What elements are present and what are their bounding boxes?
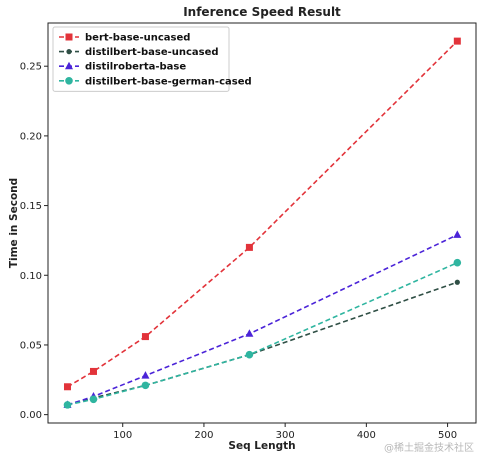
- watermark-text: @稀土掘金技术社区: [384, 441, 474, 454]
- legend-marker: [65, 61, 73, 70]
- y-axis-title: Time in Second: [8, 178, 20, 268]
- x-tick-label: 200: [194, 430, 213, 441]
- data-point: [89, 367, 97, 375]
- axis-ticks: 100 200 300 400 500 0.00 0.05 0.10 0.15 0.20 0.25: [20, 62, 457, 441]
- data-point: [63, 383, 71, 391]
- series-1: [64, 279, 460, 408]
- legend-box: [52, 26, 230, 92]
- data-point: [245, 350, 254, 359]
- x-tick-label: 400: [357, 430, 376, 441]
- legend-label: distilroberta-base: [85, 62, 186, 73]
- data-point: [141, 371, 150, 379]
- x-tick-label: 100: [113, 430, 132, 441]
- legend: bert-base-uncased distilbert-base-uncased…: [52, 26, 252, 92]
- legend-label: distilbert-base-uncased: [85, 47, 219, 58]
- series-line: [67, 281, 458, 406]
- y-tick-label: 0.15: [20, 201, 42, 212]
- legend-label: distilbert-base-german-cased: [85, 76, 252, 87]
- legend-item: distilbert-base-german-cased: [59, 76, 252, 87]
- legend-item: bert-base-uncased: [59, 33, 190, 44]
- legend-marker: [65, 33, 73, 41]
- plot-area-frame: [47, 22, 477, 424]
- legend-item: distilbert-base-uncased: [59, 47, 219, 58]
- data-point: [141, 381, 150, 390]
- data-point: [453, 230, 462, 238]
- data-point: [245, 243, 253, 251]
- data-point: [454, 279, 460, 285]
- series-line: [67, 261, 458, 406]
- data-point: [453, 258, 462, 267]
- x-tick-label: 300: [276, 430, 295, 441]
- series-layer: [63, 37, 462, 409]
- data-point: [89, 395, 98, 404]
- y-tick-label: 0.00: [20, 410, 42, 421]
- y-tick-label: 0.10: [20, 271, 42, 282]
- data-point: [453, 37, 461, 45]
- x-tick-label: 500: [438, 430, 457, 441]
- legend-label: bert-base-uncased: [85, 33, 190, 44]
- legend-item: distilroberta-base: [59, 62, 186, 73]
- series-line: [67, 40, 458, 388]
- y-tick-label: 0.20: [20, 131, 42, 142]
- series-line: [67, 234, 458, 406]
- legend-marker: [66, 49, 72, 55]
- chart-title: Inference Speed Result: [183, 5, 341, 19]
- data-point: [141, 333, 149, 341]
- data-point: [63, 401, 72, 409]
- series-2: [63, 230, 462, 408]
- series-0: [63, 37, 461, 391]
- x-axis-title: Seq Length: [228, 440, 295, 452]
- data-point: [245, 329, 254, 337]
- y-tick-label: 0.05: [20, 340, 42, 351]
- series-3: [63, 258, 462, 409]
- legend-marker: [65, 77, 73, 85]
- y-tick-label: 0.25: [20, 62, 42, 73]
